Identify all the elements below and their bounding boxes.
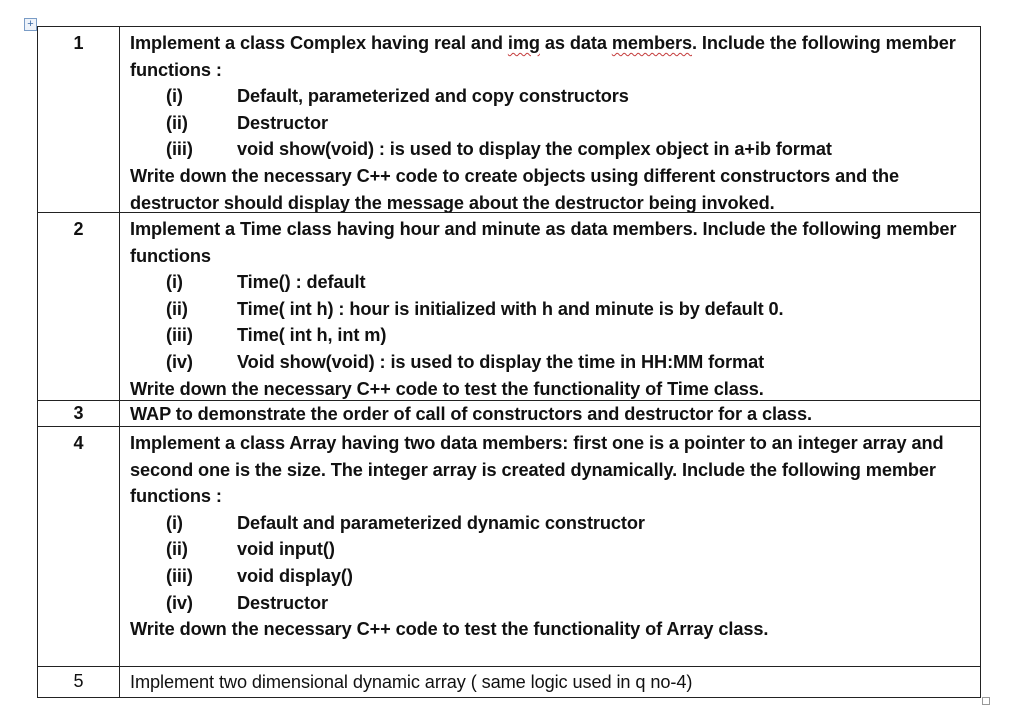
question-content: WAP to demonstrate the order of call of … xyxy=(120,401,980,426)
question-outro: Write down the necessary C++ code to tes… xyxy=(130,378,764,399)
question-outro: Write down the necessary C++ code to cre… xyxy=(130,165,900,213)
question-intro: Implement a class Complex having real an… xyxy=(130,33,956,80)
question-number: 4 xyxy=(38,427,120,666)
list-item: (i) Time() : default xyxy=(166,272,366,293)
question-text: WAP to demonstrate the order of call of … xyxy=(130,404,812,424)
question-outro: Write down the necessary C++ code to tes… xyxy=(130,619,769,640)
question-content: Implement a class Complex having real an… xyxy=(120,27,980,213)
question-number: 5 xyxy=(38,667,120,697)
table-row: 5 Implement two dimensional dynamic arra… xyxy=(37,666,981,698)
table-row: 2 Implement a Time class having hour and… xyxy=(37,212,981,400)
question-number: 3 xyxy=(38,401,120,426)
question-intro: Implement a class Array having two data … xyxy=(130,433,944,507)
list-item: (iii) void display() xyxy=(166,565,353,586)
list-item: (iv) Destructor xyxy=(166,592,328,613)
table-row: 1 Implement a class Complex having real … xyxy=(37,26,981,213)
list-item: (i) Default, parameterized and copy const… xyxy=(166,86,629,107)
question-content: Implement a class Array having two data … xyxy=(120,427,980,666)
table-resize-handle[interactable] xyxy=(982,697,990,705)
table-row: 3 WAP to demonstrate the order of call o… xyxy=(37,400,981,426)
question-text: Implement two dimensional dynamic array … xyxy=(130,672,693,692)
question-number: 1 xyxy=(38,27,120,212)
list-item: (ii) Time( int h) : hour is initialized w… xyxy=(166,298,784,319)
list-item: (i) Default and parameterized dynamic con… xyxy=(166,512,645,533)
list-item: (iii) Time( int h, int m) xyxy=(166,325,387,346)
question-content: Implement a Time class having hour and m… xyxy=(120,213,980,400)
question-content: Implement two dimensional dynamic array … xyxy=(120,667,980,697)
assignment-table: 1 Implement a class Complex having real … xyxy=(37,26,981,698)
list-item: (ii) Destructor xyxy=(166,112,328,133)
list-item: (iii) void show(void) : is used to displa… xyxy=(166,139,832,160)
table-row: 4 Implement a class Array having two dat… xyxy=(37,426,981,666)
table-move-handle-icon[interactable]: + xyxy=(24,18,37,31)
list-item: (iv) Void show(void) : is used to display… xyxy=(166,351,765,372)
question-intro: Implement a Time class having hour and m… xyxy=(130,219,957,266)
question-number: 2 xyxy=(38,213,120,400)
list-item: (ii) void input() xyxy=(166,539,335,560)
